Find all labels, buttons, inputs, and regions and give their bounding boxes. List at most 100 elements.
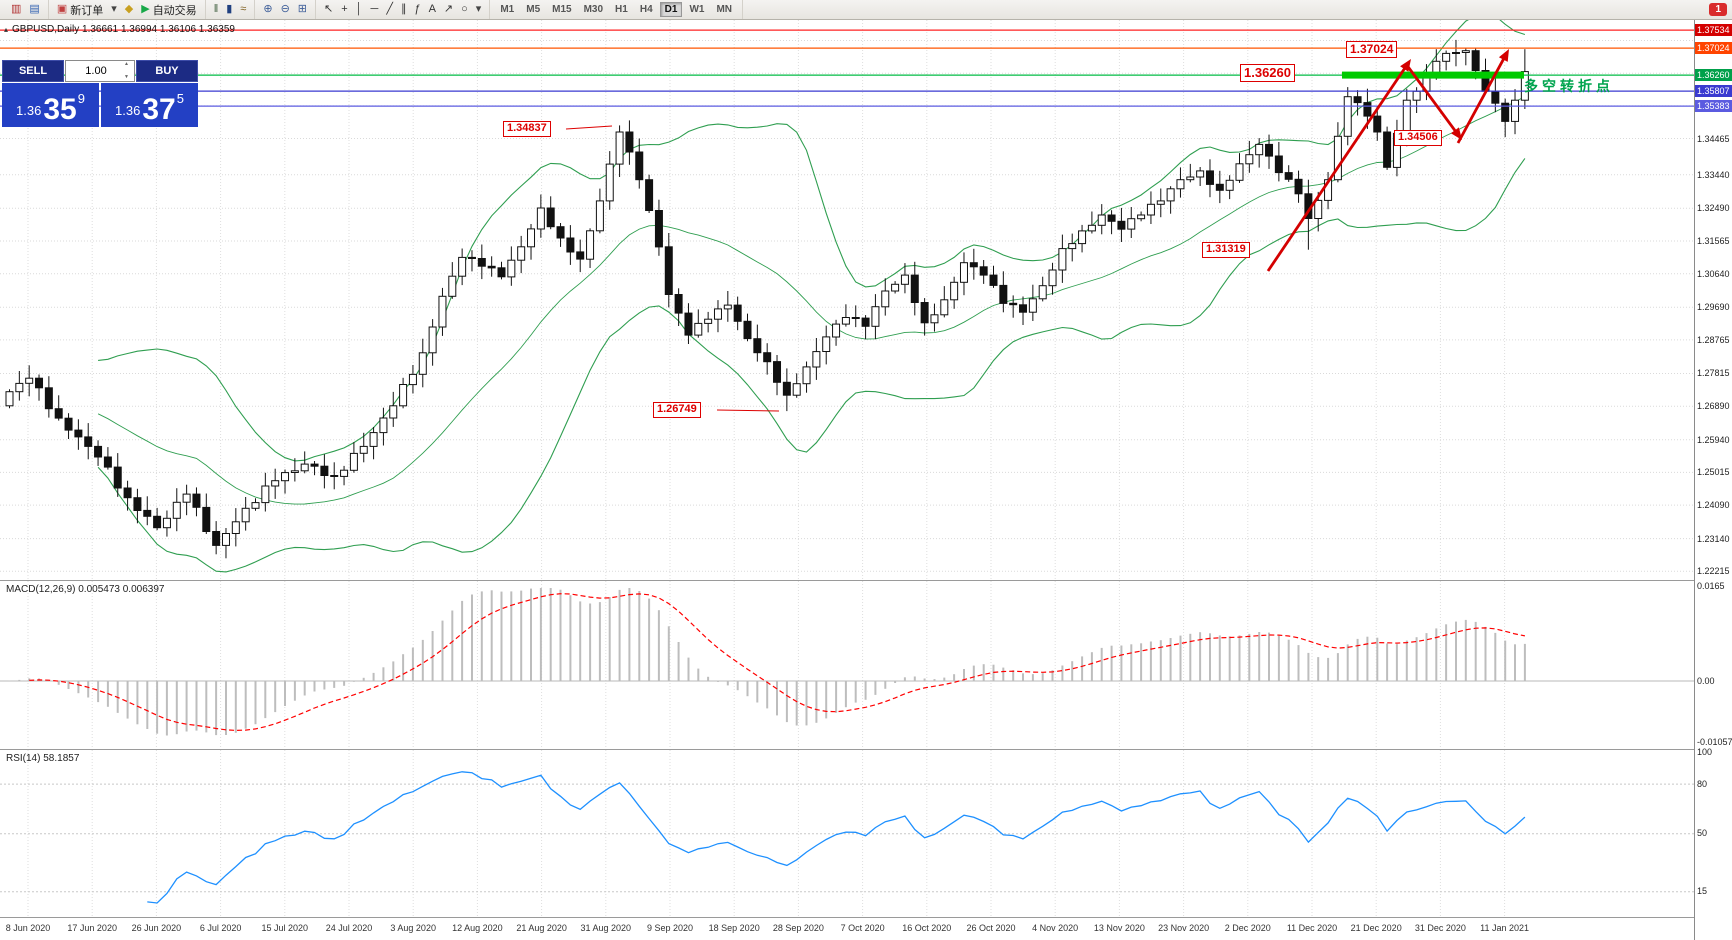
vertical-line-icon: │ (355, 3, 363, 15)
cursor-icon[interactable]: ↖ (320, 1, 337, 18)
trendline-icon: ╱ (386, 3, 393, 15)
date-label: 6 Jul 2020 (199, 923, 242, 933)
chart-header: ▴ GBPUSD,Daily 1.36661 1.36994 1.36106 1… (4, 24, 235, 35)
volume-stepper: ▲▼ (65, 60, 135, 82)
trendline-icon[interactable]: ╱ (382, 1, 397, 18)
buy-button[interactable]: BUY (136, 60, 198, 82)
price-scale-label: 1.23140 (1697, 533, 1730, 544)
price-scale-label: 1.33440 (1697, 169, 1730, 180)
new-order-dropdown[interactable]: ▾ (107, 1, 121, 18)
macd-signal-line (29, 593, 1526, 732)
autotrade-button[interactable]: ▶ 自动交易 (137, 1, 200, 18)
level-lines (0, 29, 1694, 107)
timeframe-button-m5[interactable]: M5 (521, 2, 545, 17)
vertical-line-icon[interactable]: │ (352, 1, 367, 18)
arrows-icon[interactable]: ↗ (440, 1, 457, 18)
timeframe-button-mn[interactable]: MN (711, 2, 737, 17)
price-scale-label: 1.25940 (1697, 434, 1730, 445)
spin-up-icon[interactable]: ▲ (124, 61, 129, 67)
date-label: 28 Sep 2020 (772, 923, 824, 933)
zoom-in-icon: ⊕ (263, 3, 273, 15)
toolbar-group-trade: ▣ 新订单 ▾ ◆ ▶ 自动交易 (49, 0, 206, 19)
candlestick-icon[interactable]: ▮ (222, 1, 236, 18)
new-order-button-label: 新订单 (70, 4, 104, 17)
spin-down-icon[interactable]: ▼ (124, 74, 129, 80)
shapes-icon[interactable]: ○ (457, 1, 472, 18)
timeframe-button-m1[interactable]: M1 (495, 2, 519, 17)
fibonacci-icon[interactable]: ƒ (410, 1, 424, 18)
price-annotation[interactable]: 1.34837 (503, 121, 551, 137)
rsi-label: RSI(14) 58.1857 (6, 753, 80, 764)
macd-panel[interactable]: MACD(12,26,9) 0.005473 0.006397 (0, 580, 1694, 749)
price-annotation[interactable]: 1.36260 (1240, 64, 1295, 83)
timeframe-button-m30[interactable]: M30 (579, 2, 608, 17)
price-chart-panel[interactable]: ▴ GBPUSD,Daily 1.36661 1.36994 1.36106 1… (0, 20, 1694, 580)
timeframe-button-h1[interactable]: H1 (610, 2, 633, 17)
rsi-panel[interactable]: RSI(14) 58.1857 (0, 749, 1694, 917)
timeframe-button-m15[interactable]: M15 (547, 2, 576, 17)
toolbar: 1 ▥ ▤ ▣ 新订单 ▾ ◆ ▶ 自动交易 ‖ ▮ ≈ ⊕ ⊖ ⊞ ↖ + │ ─ ╱ ∥ ƒ A ↗ ○ ▾ M1 M5 M15 M… (0, 0, 1732, 20)
price-scale-label: 1.30640 (1697, 268, 1730, 279)
sell-price-big-figure: 1.36 (16, 103, 42, 118)
new-order-button[interactable]: ▣ 新订单 (53, 1, 107, 18)
date-label: 9 Sep 2020 (646, 923, 694, 933)
notification-badge[interactable]: 1 (1709, 3, 1727, 16)
price-annotation[interactable]: 1.26749 (653, 402, 701, 418)
price-scale[interactable]: 1.34465 1.33440 1.32490 1.31565 1.30640 1.296… (1694, 20, 1732, 940)
metaeditor-icon[interactable]: ◆ (121, 1, 137, 18)
time-scale[interactable]: 8 Jun 2020 17 Jun 2020 26 Jun 2020 6 Jul 20… (0, 917, 1694, 940)
bar-chart-icon[interactable]: ‖ (210, 1, 223, 18)
crosshair-icon[interactable]: + (337, 1, 351, 18)
timeframe-button-d1[interactable]: D1 (659, 2, 683, 17)
date-label: 21 Aug 2020 (516, 923, 567, 933)
date-label: 7 Oct 2020 (840, 923, 885, 933)
sell-button[interactable]: SELL (2, 60, 64, 82)
rsi-scale-label: 15 (1697, 886, 1708, 896)
price-level-label: 1.35383 (1695, 100, 1732, 113)
price-scale-label: 1.27815 (1697, 368, 1730, 379)
toolbar-group-chart-types: ‖ ▮ ≈ (206, 0, 256, 19)
price-annotation[interactable]: 1.37024 (1346, 41, 1398, 58)
horizontal-line-icon[interactable]: ─ (367, 1, 383, 18)
channel-icon[interactable]: ∥ (397, 1, 411, 18)
grid-layer (0, 20, 1694, 580)
volume-input[interactable] (66, 61, 134, 81)
volume-spinner[interactable]: ▲ ▼ (124, 62, 133, 80)
macd-scale-label: 0.0165 (1697, 581, 1725, 591)
arrows-icon: ↗ (443, 3, 454, 15)
new-order-button: ▣ (56, 3, 68, 15)
text-icon[interactable]: A (425, 1, 440, 18)
toolbar-group-timeframes: M1 M5 M15 M30 H1 H4 D1 W1 MN (490, 0, 743, 19)
zoom-out-icon: ⊖ (280, 3, 290, 15)
tile-windows-icon[interactable]: ⊞ (294, 1, 311, 18)
line-chart-icon[interactable]: ≈ (236, 1, 250, 18)
cursor-icon: ↖ (324, 3, 334, 15)
line-chart-icon: ≈ (240, 3, 247, 15)
timeframe-button-w1[interactable]: W1 (684, 2, 709, 17)
profiles-icon[interactable]: ▤ (25, 1, 43, 18)
buy-price[interactable]: 1.36 37 5 (101, 83, 198, 127)
shapes-icon: ○ (461, 3, 468, 15)
metaeditor-icon: ◆ (124, 3, 134, 15)
price-scale-label: 1.26890 (1697, 401, 1730, 412)
date-label: 21 Dec 2020 (1350, 923, 1402, 933)
sell-price[interactable]: 1.36 35 9 (2, 83, 99, 127)
trend-arrows (1266, 49, 1509, 272)
price-scale-label: 1.25015 (1697, 467, 1730, 478)
date-label: 11 Jan 2021 (1480, 923, 1530, 933)
price-annotation[interactable]: 1.34506 (1394, 130, 1442, 146)
price-level-label: 1.35807 (1695, 85, 1732, 98)
timeframe-button-h4[interactable]: H4 (635, 2, 658, 17)
shapes-dropdown[interactable]: ▾ (472, 1, 486, 18)
collapse-arrow-icon[interactable]: ▴ (4, 25, 9, 34)
zone-annotation[interactable]: 多空转折点 (1524, 78, 1614, 94)
price-annotation[interactable]: 1.31319 (1202, 242, 1250, 258)
zoom-out-icon[interactable]: ⊖ (277, 1, 294, 18)
zoom-in-icon[interactable]: ⊕ (259, 1, 276, 18)
sell-price-point: 9 (77, 91, 85, 106)
new-chart-icon[interactable]: ▥ (7, 1, 25, 18)
date-label: 3 Aug 2020 (390, 923, 436, 933)
price-chart-canvas (0, 20, 1694, 580)
support-zone-bar (1342, 71, 1524, 79)
